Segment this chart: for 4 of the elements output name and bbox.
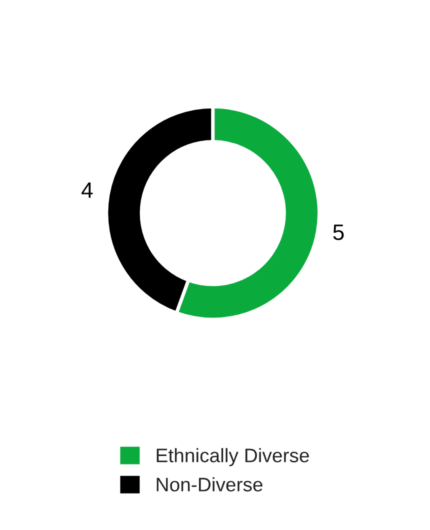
data-label: 5: [333, 224, 344, 240]
data-label: 4: [82, 182, 93, 198]
legend-label: Non-Diverse: [156, 477, 262, 492]
legend-label: Ethnically Diverse: [156, 448, 309, 466]
